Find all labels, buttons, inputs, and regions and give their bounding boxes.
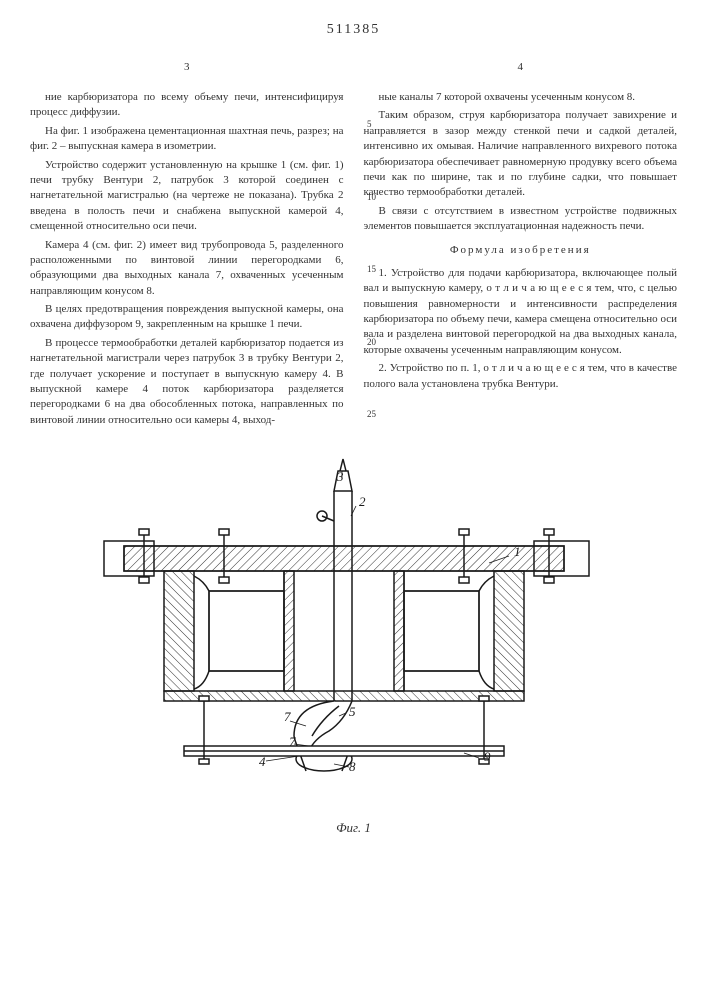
text-columns: 3 ние карбюризатора по всему объему печи… [30, 60, 677, 432]
para: ные каналы 7 которой охвачены усеченным … [364, 90, 678, 105]
technical-drawing: 123457789 [94, 451, 614, 811]
svg-text:9: 9 [484, 749, 491, 764]
svg-text:2: 2 [359, 494, 366, 509]
figure-caption: Фиг. 1 [30, 819, 677, 837]
para: В целях предотвращения повреждения выпус… [30, 302, 344, 333]
line-marker: 10 [367, 191, 376, 204]
para: Таким образом, струя карбюризатора получ… [364, 108, 678, 200]
formula-para: 2. Устройство по п. 1, о т л и ч а ю щ е… [364, 361, 678, 392]
para: В процессе термообработки деталей карбюр… [30, 336, 344, 428]
figure-container: 123457789 Фиг. 1 [30, 451, 677, 837]
right-column: 4 ные каналы 7 которой охвачены усеченны… [364, 60, 678, 432]
svg-text:4: 4 [259, 754, 266, 769]
svg-text:5: 5 [349, 704, 356, 719]
svg-text:8: 8 [349, 759, 356, 774]
left-col-number: 3 [30, 60, 344, 75]
left-column: 3 ние карбюризатора по всему объему печи… [30, 60, 344, 432]
line-marker: 20 [367, 336, 376, 349]
svg-text:7: 7 [289, 734, 296, 749]
formula-title: Формула изобретения [364, 243, 678, 258]
line-marker: 5 [367, 118, 376, 131]
para: ние карбюризатора по всему объему печи, … [30, 90, 344, 121]
svg-text:7: 7 [284, 709, 291, 724]
right-col-number: 4 [364, 60, 678, 75]
para: Устройство содержит установленную на кры… [30, 158, 344, 235]
svg-text:3: 3 [336, 469, 344, 484]
patent-number: 511385 [30, 20, 677, 40]
para: Камера 4 (см. фиг. 2) имеет вид трубопро… [30, 238, 344, 300]
formula-para: 1. Устройство для подачи карбюризатора, … [364, 266, 678, 358]
line-marker: 25 [367, 408, 376, 421]
line-markers: 5 10 15 20 25 [367, 78, 376, 421]
svg-text:1: 1 [514, 544, 521, 559]
line-marker: 15 [367, 263, 376, 276]
para: На фиг. 1 изображена цементационная шахт… [30, 124, 344, 155]
para: В связи с отсутствием в известном устрой… [364, 204, 678, 235]
